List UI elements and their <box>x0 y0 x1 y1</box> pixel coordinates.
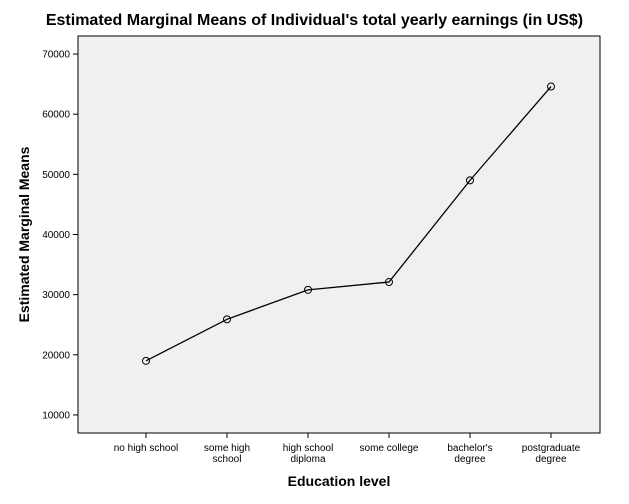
x-tick-label: bachelor's degree <box>447 443 492 465</box>
y-tick-label: 40000 <box>42 230 70 241</box>
data-point <box>142 356 150 365</box>
y-tick-label: 30000 <box>42 290 70 301</box>
y-tick-label: 20000 <box>42 350 70 361</box>
series-group <box>142 82 555 365</box>
x-axis: no high school some high school high school… <box>114 433 581 465</box>
data-point <box>547 82 555 91</box>
data-point <box>466 176 474 185</box>
chart-title: Estimated Marginal Means of Individual's… <box>45 12 584 29</box>
y-tick-label: 70000 <box>42 50 70 61</box>
x-tick-label: some college <box>360 443 419 454</box>
y-tick-label: 50000 <box>42 170 70 181</box>
series-line <box>145 86 552 362</box>
y-tick-label: 10000 <box>42 410 70 421</box>
data-point <box>385 278 393 287</box>
plot-area <box>77 35 601 434</box>
x-tick-label: some high school <box>204 443 250 465</box>
y-tick-label: 60000 <box>42 110 70 121</box>
data-point <box>304 285 312 294</box>
x-axis-title: Education level <box>288 473 391 489</box>
x-tick-label: no high school <box>114 443 179 454</box>
data-point <box>223 315 231 324</box>
y-axis: 10000 20000 30000 40000 50000 60000 70000 <box>42 50 78 421</box>
y-axis-title: Estimated Marginal Means <box>16 146 32 322</box>
x-tick-label: high school diploma <box>283 443 334 465</box>
x-tick-label: postgraduate degree <box>522 443 581 465</box>
